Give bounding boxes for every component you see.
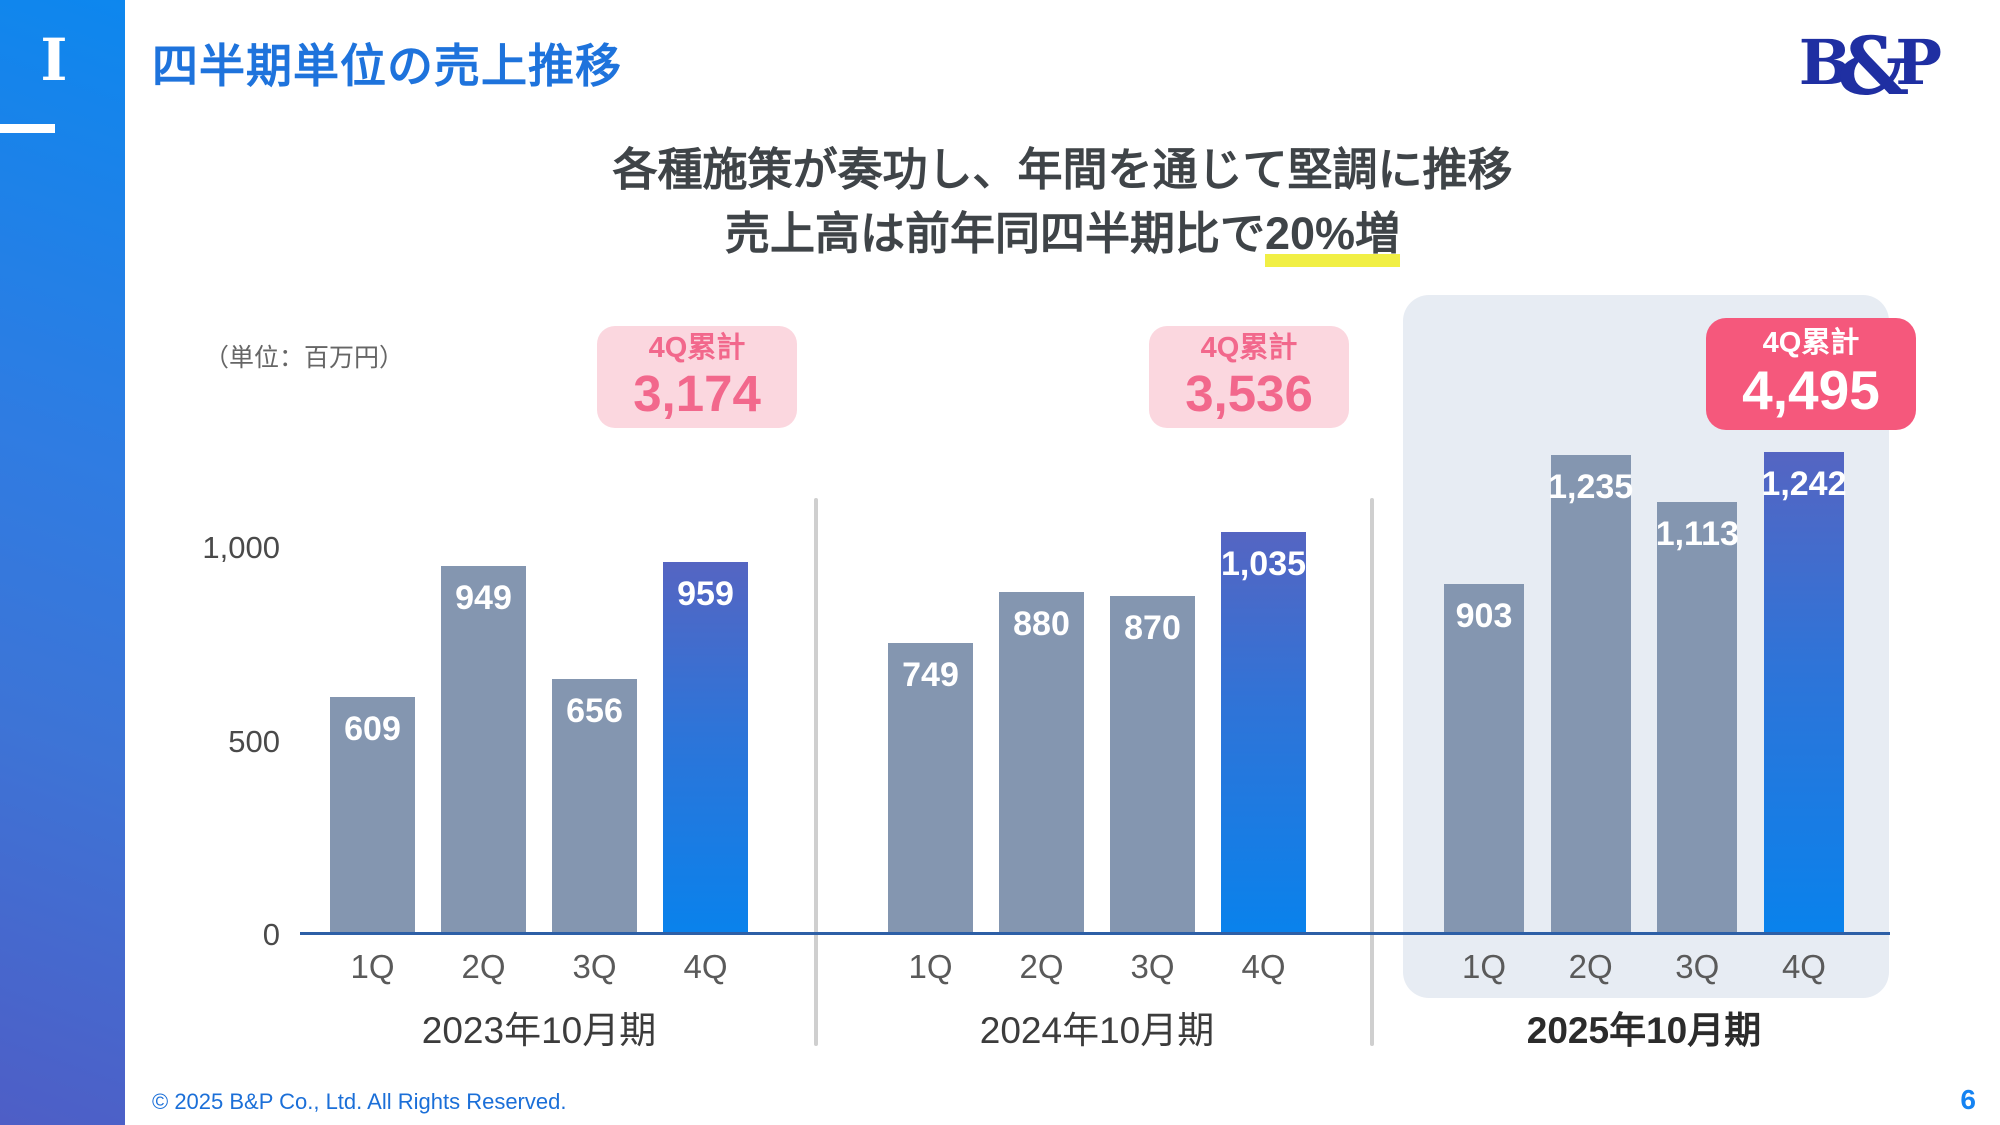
bar-1Q: 609: [330, 697, 415, 933]
badge-value: 3,174: [633, 364, 761, 422]
sidebar-dash: [0, 124, 55, 133]
headline-line2: 売上高は前年同四半期比で20%増: [125, 202, 2000, 267]
badge-value: 4,495: [1742, 359, 1880, 422]
quarter-labels-2024: 1Q 2Q 3Q 4Q: [888, 948, 1306, 986]
bar-value-label: 959: [677, 575, 734, 613]
bar-value-label: 1,035: [1220, 545, 1307, 583]
bar-value-label: 609: [344, 710, 401, 748]
logo-letter-b: B: [1798, 26, 1852, 99]
bar-value-label: 749: [902, 656, 959, 694]
y-axis-tick-500: 500: [228, 724, 280, 759]
bar-group-2025: 903 1,235 1,113 1,242: [1444, 452, 1847, 933]
y-axis-tick-0: 0: [262, 917, 280, 952]
x-axis-label-4Q: 4Q: [1781, 948, 1826, 985]
x-axis-line: [300, 932, 1890, 935]
bar-4Q: 959: [663, 562, 748, 933]
bar-1Q: 749: [888, 643, 973, 933]
x-axis-label-2Q: 2Q: [1568, 948, 1613, 985]
year-label-2024: 2024年10月期: [979, 1010, 1215, 1051]
bar-1Q: 903: [1444, 584, 1524, 933]
bar-value-label: 870: [1124, 609, 1181, 647]
x-axis-label-3Q: 3Q: [572, 948, 617, 985]
bar-value-label: 1,242: [1761, 465, 1847, 503]
logo-letter-p: P: [1895, 26, 1942, 99]
y-axis-tick-1000: 1,000: [202, 530, 280, 565]
cumulative-badge-2024: 4Q累計 3,536: [1149, 326, 1349, 428]
bar-value-label: 949: [455, 579, 512, 617]
bar-3Q: 1,113: [1655, 502, 1739, 933]
x-axis-label-2Q: 2Q: [1019, 948, 1064, 985]
headline-line2-prefix: 売上高は前年同四半期比で: [724, 207, 1265, 259]
x-axis-label-3Q: 3Q: [1675, 948, 1720, 985]
company-logo: B&P: [1798, 16, 1942, 106]
group-divider: [1370, 498, 1374, 1046]
headline: 各種施策が奏功し、年間を通じて堅調に推移 売上高は前年同四半期比で20%増: [125, 138, 2000, 267]
badge-title: 4Q累計: [648, 332, 746, 365]
bar-group-2024: 749 880 870 1,035: [888, 452, 1306, 933]
sidebar: I: [0, 0, 125, 1125]
bar-4Q: 1,242: [1761, 452, 1847, 933]
bar-value-label: 656: [566, 692, 623, 730]
bar-3Q: 656: [552, 679, 637, 933]
page-number: 6: [1960, 1084, 1976, 1115]
cumulative-badge-2025: 4Q累計 4,495: [1706, 318, 1916, 430]
bar-2Q: 880: [999, 592, 1084, 933]
badge-value: 3,536: [1185, 364, 1313, 422]
cumulative-badge-2023: 4Q累計 3,174: [597, 326, 797, 428]
group-divider: [814, 498, 818, 1046]
x-axis-label-2Q: 2Q: [461, 948, 506, 985]
page-title: 四半期単位の売上推移: [152, 40, 622, 92]
badge-title: 4Q累計: [1762, 327, 1860, 360]
x-axis-label-4Q: 4Q: [1241, 948, 1286, 985]
unit-note: （単位：百万円）: [204, 344, 405, 372]
bar-value-label: 880: [1013, 605, 1070, 643]
x-axis-label-3Q: 3Q: [1130, 948, 1175, 985]
quarter-labels-2023: 1Q 2Q 3Q 4Q: [330, 948, 748, 986]
bar-value-label: 1,113: [1655, 515, 1739, 553]
badge-title: 4Q累計: [1200, 332, 1298, 365]
x-axis-label-1Q: 1Q: [908, 948, 953, 985]
copyright: © 2025 B&P Co., Ltd. All Rights Reserved…: [152, 1089, 567, 1114]
bar-3Q: 870: [1110, 596, 1195, 933]
headline-highlight: 20%増: [1264, 207, 1401, 267]
bar-value-label: 903: [1455, 597, 1513, 635]
bar-4Q: 1,035: [1221, 532, 1306, 933]
bar-value-label: 1,235: [1548, 468, 1634, 506]
x-axis-label-1Q: 1Q: [350, 948, 395, 985]
headline-line1: 各種施策が奏功し、年間を通じて堅調に推移: [612, 144, 1513, 195]
year-label-2023: 2023年10月期: [421, 1010, 657, 1051]
quarter-labels-2025: 1Q 2Q 3Q 4Q: [1444, 948, 1844, 986]
x-axis-label-4Q: 4Q: [683, 948, 728, 985]
logo-ampersand: &: [1837, 19, 1910, 113]
bar-2Q: 1,235: [1548, 455, 1634, 933]
bar-group-2023: 609 949 656 959: [330, 452, 748, 933]
bar-2Q: 949: [441, 566, 526, 933]
year-label-2025: 2025年10月期: [1526, 1010, 1762, 1051]
section-marker: I: [40, 26, 68, 94]
x-axis-label-1Q: 1Q: [1461, 948, 1507, 985]
